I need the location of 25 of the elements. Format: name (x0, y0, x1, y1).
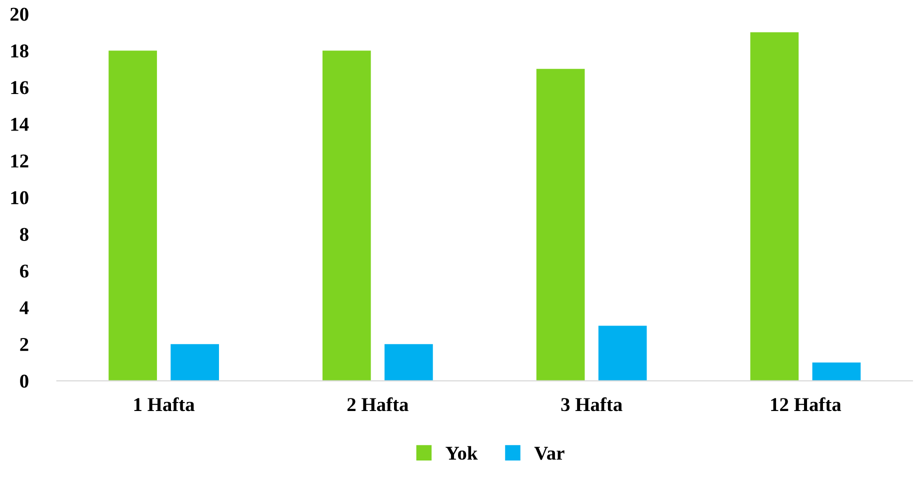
bar (750, 32, 799, 381)
y-tick-label: 18 (11, 44, 28, 58)
x-tick-label: 1 Hafta (134, 397, 195, 412)
y-tick-label: 6 (20, 264, 29, 278)
legend-label: Yok (446, 446, 478, 460)
bar (108, 50, 157, 381)
x-tick-label: 12 Hafta (771, 397, 842, 412)
bar (384, 344, 433, 381)
y-tick-label: 2 (20, 338, 28, 351)
bar (536, 68, 585, 381)
y-tick-label: 8 (20, 228, 28, 241)
y-tick-label: 10 (11, 191, 28, 204)
y-tick-label: 12 (11, 154, 28, 168)
bar (812, 362, 861, 381)
y-tick-label: 20 (10, 8, 28, 21)
bar (170, 344, 219, 381)
bar (598, 326, 647, 381)
y-tick-label: 16 (11, 81, 29, 94)
y-tick-label: 4 (20, 301, 29, 314)
y-tick-label: 14 (11, 118, 29, 131)
y-tick-label: 0 (20, 374, 28, 388)
bar (322, 50, 371, 381)
legend-label: Var (534, 446, 564, 460)
x-tick-label: 3 Hafta (561, 397, 622, 412)
x-tick-label: 2 Hafta (347, 397, 408, 412)
